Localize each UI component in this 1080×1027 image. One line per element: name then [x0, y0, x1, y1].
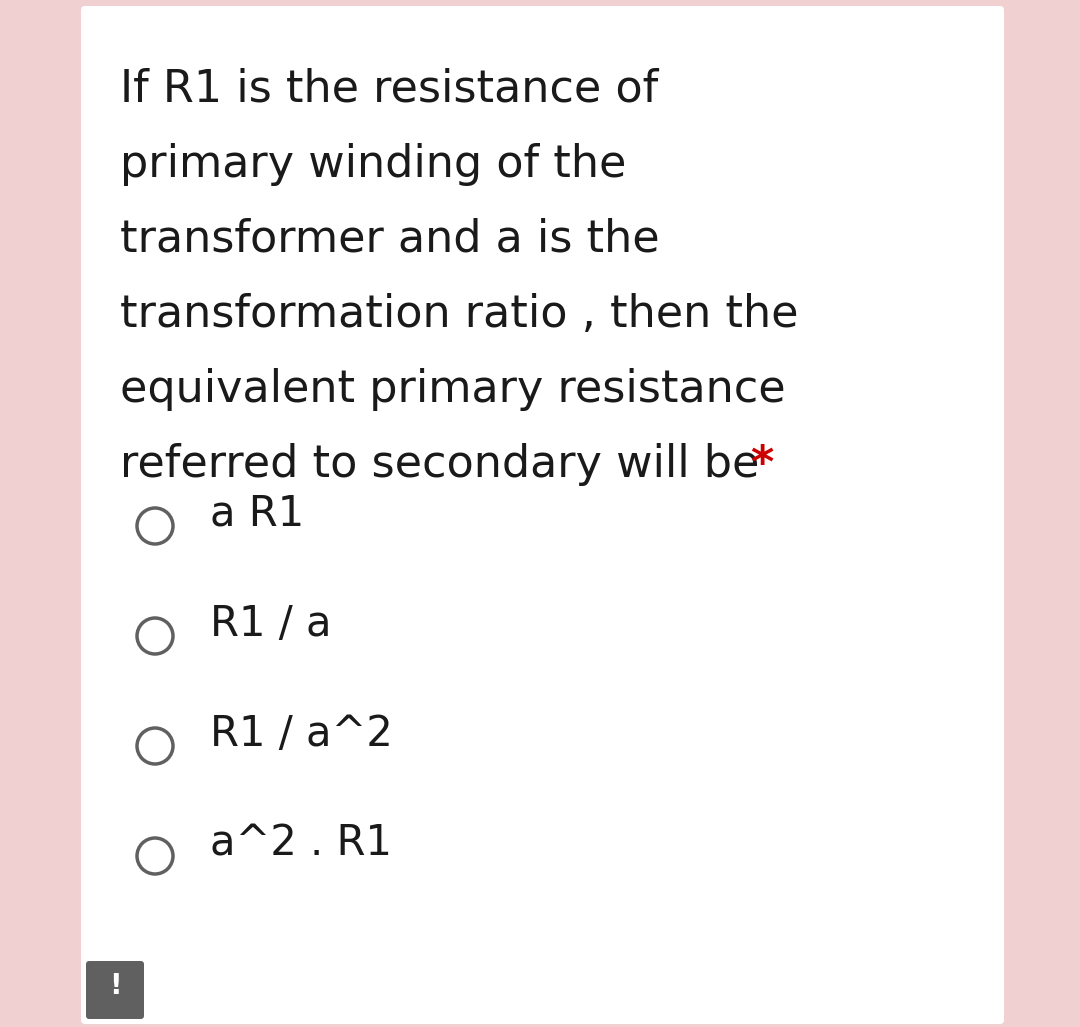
Text: If R1 is the resistance of: If R1 is the resistance of	[120, 68, 658, 111]
Text: referred to secondary will be: referred to secondary will be	[120, 443, 759, 486]
Text: primary winding of the: primary winding of the	[120, 143, 626, 186]
Text: R1 / a: R1 / a	[210, 603, 332, 645]
Text: equivalent primary resistance: equivalent primary resistance	[120, 368, 785, 411]
Text: a^2 . R1: a^2 . R1	[210, 823, 392, 865]
FancyBboxPatch shape	[86, 961, 144, 1019]
Text: !: !	[109, 972, 121, 1000]
Text: R1 / a^2: R1 / a^2	[210, 713, 393, 755]
Text: transformer and a is the: transformer and a is the	[120, 218, 660, 261]
Text: a R1: a R1	[210, 493, 305, 535]
Text: *: *	[750, 443, 773, 486]
FancyBboxPatch shape	[81, 6, 1004, 1024]
Text: transformation ratio , then the: transformation ratio , then the	[120, 293, 798, 336]
